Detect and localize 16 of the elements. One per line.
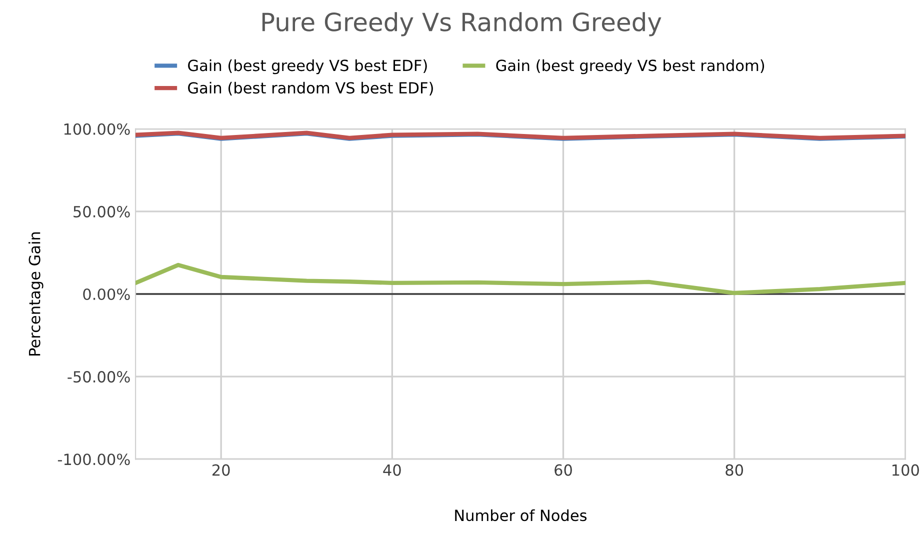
y-tick-label: -50.00% [68,371,130,383]
legend-label: Gain (best greedy VS best random) [496,59,764,74]
x-axis-title: Number of Nodes [455,509,587,522]
y-axis-title: Percentage Gain [28,232,44,356]
x-tick-label: 20 [212,464,230,476]
legend-label: Gain (best random VS best EDF) [188,82,433,96]
x-tick-label: 100 [892,464,919,476]
y-tick-label: -100.00% [58,454,130,466]
y-tick-label: 0.00% [83,288,130,300]
chart-title: Pure Greedy Vs Random Greedy [262,12,662,36]
x-tick-label: 80 [726,464,744,476]
legend-label: Gain (best greedy VS best EDF) [188,59,427,74]
y-tick-label: 100.00% [64,123,130,135]
x-tick-label: 40 [383,464,401,476]
x-tick-label: 60 [554,464,572,476]
y-tick-label: 50.00% [74,206,130,218]
